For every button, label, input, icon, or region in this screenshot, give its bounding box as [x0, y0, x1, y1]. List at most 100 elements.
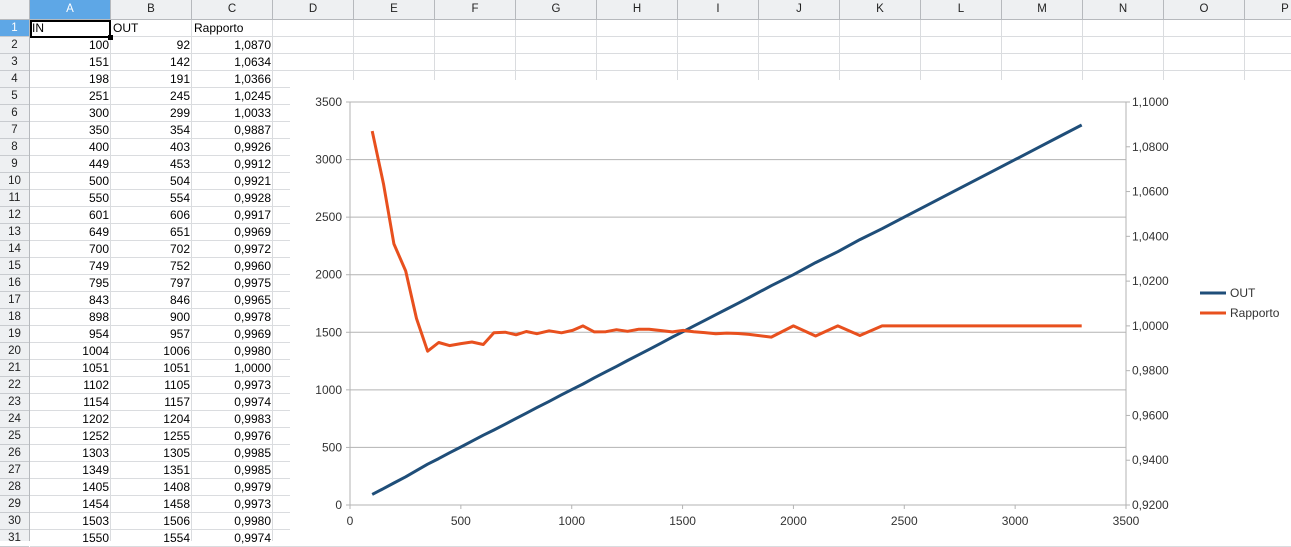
row-header-17[interactable]: 17 — [0, 292, 29, 309]
autofill-handle[interactable] — [108, 35, 113, 40]
cell-b23[interactable]: 1157 — [164, 395, 190, 409]
cell-b20[interactable]: 1006 — [163, 344, 190, 358]
cell-a5[interactable]: 251 — [88, 89, 109, 103]
row-header-16[interactable]: 16 — [0, 275, 29, 292]
select-all-corner[interactable] — [0, 0, 30, 19]
cell-c10[interactable]: 0,9921 — [234, 174, 271, 188]
cell-b29[interactable]: 1458 — [163, 497, 190, 511]
cell-c4[interactable]: 1,0366 — [234, 72, 271, 86]
cell-c31[interactable]: 0,9974 — [234, 531, 271, 545]
column-header-p[interactable]: P — [1245, 0, 1291, 19]
cell-a30[interactable]: 1503 — [82, 514, 109, 528]
cell-a22[interactable]: 1102 — [83, 378, 109, 392]
cell-b22[interactable]: 1105 — [164, 378, 190, 392]
row-header-31[interactable]: 31 — [0, 530, 29, 547]
cell-b7[interactable]: 354 — [169, 123, 190, 137]
cell-c6[interactable]: 1,0033 — [234, 106, 271, 120]
cell-c25[interactable]: 0,9976 — [234, 429, 271, 443]
cell-c8[interactable]: 0,9926 — [234, 140, 271, 154]
cell-b11[interactable]: 554 — [169, 191, 190, 205]
cell-b18[interactable]: 900 — [169, 310, 190, 324]
cell-a25[interactable]: 1252 — [82, 429, 109, 443]
row-header-7[interactable]: 7 — [0, 122, 29, 139]
cell-a12[interactable]: 601 — [88, 208, 109, 222]
cell-b30[interactable]: 1506 — [163, 514, 190, 528]
column-header-j[interactable]: J — [759, 0, 840, 19]
row-header-8[interactable]: 8 — [0, 139, 29, 156]
row-header-9[interactable]: 9 — [0, 156, 29, 173]
column-header-i[interactable]: I — [678, 0, 759, 19]
cell-b17[interactable]: 846 — [169, 293, 190, 307]
cell-c14[interactable]: 0,9972 — [234, 242, 271, 256]
cell-b24[interactable]: 1204 — [163, 412, 190, 426]
cell-c5[interactable]: 1,0245 — [234, 89, 271, 103]
cell-a19[interactable]: 954 — [88, 327, 109, 341]
cell-a18[interactable]: 898 — [88, 310, 109, 324]
row-header-13[interactable]: 13 — [0, 224, 29, 241]
cell-c26[interactable]: 0,9985 — [234, 446, 271, 460]
cell-a31[interactable]: 1550 — [82, 531, 109, 545]
cell-c2[interactable]: 1,0870 — [234, 38, 271, 52]
cell-b31[interactable]: 1554 — [163, 531, 190, 545]
cell-b15[interactable]: 752 — [169, 259, 190, 273]
row-header-11[interactable]: 11 — [0, 190, 29, 207]
column-header-c[interactable]: C — [192, 0, 273, 19]
cell-c7[interactable]: 0,9887 — [234, 123, 271, 137]
cell-b13[interactable]: 651 — [169, 225, 190, 239]
cell-c16[interactable]: 0,9975 — [234, 276, 271, 290]
cell-a6[interactable]: 300 — [88, 106, 109, 120]
cell-b6[interactable]: 299 — [169, 106, 190, 120]
cell-c20[interactable]: 0,9980 — [234, 344, 271, 358]
cell-a3[interactable]: 151 — [88, 55, 109, 69]
column-header-l[interactable]: L — [921, 0, 1002, 19]
column-header-b[interactable]: B — [111, 0, 192, 19]
cell-c30[interactable]: 0,9980 — [234, 514, 271, 528]
cell-c15[interactable]: 0,9960 — [234, 259, 271, 273]
row-header-15[interactable]: 15 — [0, 258, 29, 275]
cell-b10[interactable]: 504 — [169, 174, 190, 188]
cell-a2[interactable]: 100 — [88, 38, 109, 52]
cell-c12[interactable]: 0,9917 — [234, 208, 271, 222]
column-header-d[interactable]: D — [273, 0, 354, 19]
cell-b12[interactable]: 606 — [169, 208, 190, 222]
row-header-28[interactable]: 28 — [0, 479, 29, 496]
column-header-n[interactable]: N — [1083, 0, 1164, 19]
cell-c19[interactable]: 0,9969 — [234, 327, 271, 341]
cell-c29[interactable]: 0,9973 — [234, 497, 271, 511]
cell-b14[interactable]: 702 — [169, 242, 190, 256]
cell-b8[interactable]: 403 — [169, 140, 190, 154]
row-header-12[interactable]: 12 — [0, 207, 29, 224]
cell-a10[interactable]: 500 — [88, 174, 109, 188]
cell-a8[interactable]: 400 — [88, 140, 109, 154]
cell-b2[interactable]: 92 — [176, 38, 190, 52]
line-chart[interactable]: 0 500 1000 1500 2000 2500 3000 3500 0,9200 0,9400… — [290, 80, 1291, 541]
row-header-23[interactable]: 23 — [0, 394, 29, 411]
column-header-h[interactable]: H — [597, 0, 678, 19]
cell-b21[interactable]: 1051 — [163, 361, 190, 375]
row-header-20[interactable]: 20 — [0, 343, 29, 360]
cell-a28[interactable]: 1405 — [82, 480, 109, 494]
row-header-1[interactable]: 1 — [0, 20, 29, 37]
cell-a23[interactable]: 1154 — [83, 395, 109, 409]
cell-b4[interactable]: 191 — [169, 72, 190, 86]
row-header-2[interactable]: 2 — [0, 37, 29, 54]
row-header-25[interactable]: 25 — [0, 428, 29, 445]
cell-b28[interactable]: 1408 — [163, 480, 190, 494]
cell-b26[interactable]: 1305 — [163, 446, 190, 460]
header-cell-b[interactable]: OUT — [113, 21, 139, 35]
column-header-f[interactable]: F — [435, 0, 516, 19]
cell-a20[interactable]: 1004 — [82, 344, 109, 358]
cell-b3[interactable]: 142 — [169, 55, 190, 69]
cell-c11[interactable]: 0,9928 — [234, 191, 271, 205]
column-header-o[interactable]: O — [1164, 0, 1245, 19]
cell-a21[interactable]: 1051 — [82, 361, 109, 375]
cell-c27[interactable]: 0,9985 — [234, 463, 271, 477]
row-header-24[interactable]: 24 — [0, 411, 29, 428]
cell-c28[interactable]: 0,9979 — [234, 480, 271, 494]
cell-b9[interactable]: 453 — [169, 157, 190, 171]
cell-a9[interactable]: 449 — [88, 157, 109, 171]
row-header-10[interactable]: 10 — [0, 173, 29, 190]
row-header-19[interactable]: 19 — [0, 326, 29, 343]
row-header-29[interactable]: 29 — [0, 496, 29, 513]
header-cell-c[interactable]: Rapporto — [194, 21, 244, 35]
